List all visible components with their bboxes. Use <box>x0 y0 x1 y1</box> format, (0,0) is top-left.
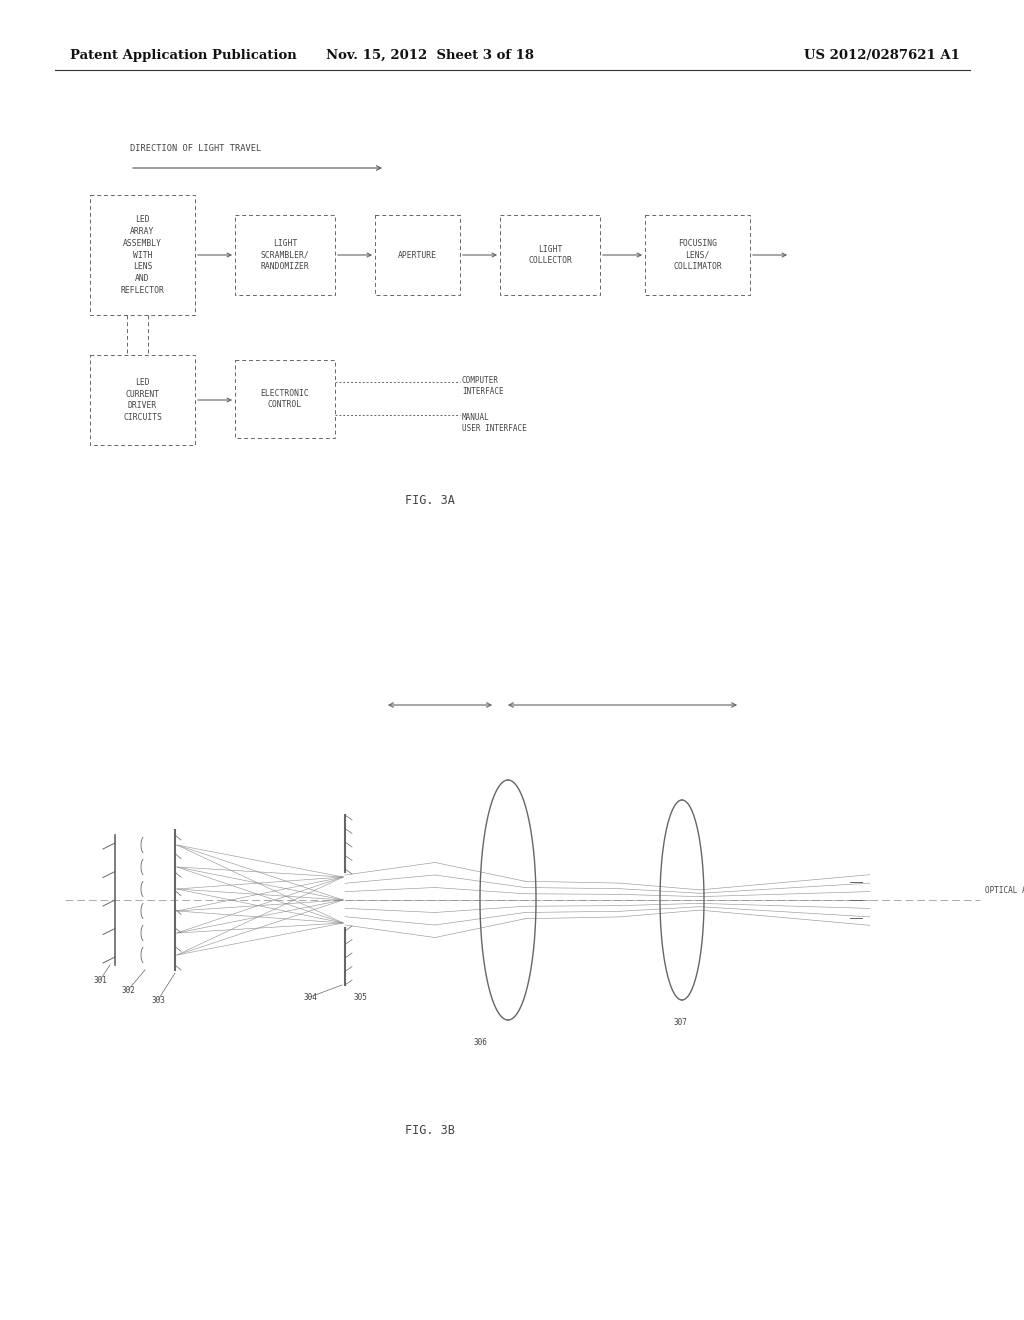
Text: US 2012/0287621 A1: US 2012/0287621 A1 <box>804 49 961 62</box>
Text: LIGHT
SCRAMBLER/
RANDOMIZER: LIGHT SCRAMBLER/ RANDOMIZER <box>261 239 309 272</box>
Text: 307: 307 <box>673 1018 687 1027</box>
Text: OPTICAL AXIS: OPTICAL AXIS <box>985 886 1024 895</box>
Text: 304: 304 <box>303 993 317 1002</box>
Bar <box>645 215 750 294</box>
Text: 306: 306 <box>473 1038 487 1047</box>
Text: 303: 303 <box>152 997 165 1005</box>
Text: FOCUSING
LENS/
COLLIMATOR: FOCUSING LENS/ COLLIMATOR <box>673 239 722 272</box>
Bar <box>234 360 335 438</box>
Bar <box>375 215 460 294</box>
Text: DIRECTION OF LIGHT TRAVEL: DIRECTION OF LIGHT TRAVEL <box>130 144 261 153</box>
Bar <box>90 195 195 315</box>
Bar <box>500 215 600 294</box>
Text: 301: 301 <box>93 975 106 985</box>
Bar <box>234 215 335 294</box>
Text: LED
ARRAY
ASSEMBLY
WITH
LENS
AND
REFLECTOR: LED ARRAY ASSEMBLY WITH LENS AND REFLECT… <box>121 215 165 294</box>
Text: Nov. 15, 2012  Sheet 3 of 18: Nov. 15, 2012 Sheet 3 of 18 <box>326 49 534 62</box>
Text: Patent Application Publication: Patent Application Publication <box>70 49 297 62</box>
Text: ELECTRONIC
CONTROL: ELECTRONIC CONTROL <box>261 388 309 409</box>
Text: FIG. 3A: FIG. 3A <box>406 494 455 507</box>
Bar <box>90 355 195 445</box>
Text: 302: 302 <box>121 986 135 995</box>
Text: LIGHT
COLLECTOR: LIGHT COLLECTOR <box>528 244 572 265</box>
Text: LED
CURRENT
DRIVER
CIRCUITS: LED CURRENT DRIVER CIRCUITS <box>123 378 162 422</box>
Text: 305: 305 <box>353 993 367 1002</box>
Text: APERTURE: APERTURE <box>398 251 437 260</box>
Text: MANUAL
USER INTERFACE: MANUAL USER INTERFACE <box>462 413 526 433</box>
Text: FIG. 3B: FIG. 3B <box>406 1123 455 1137</box>
Text: COMPUTER
INTERFACE: COMPUTER INTERFACE <box>462 376 504 396</box>
